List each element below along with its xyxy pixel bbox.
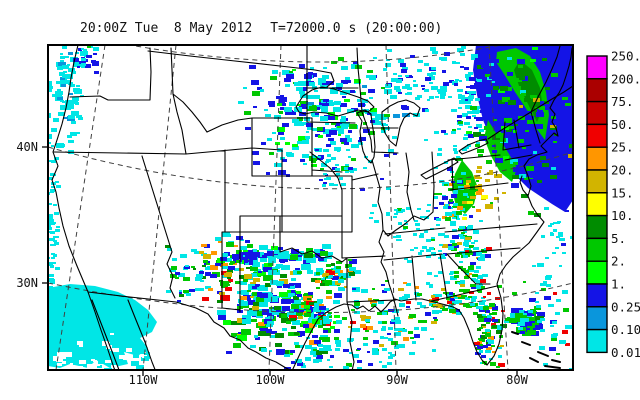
precip-cluster-pnw-border (73, 45, 99, 74)
lat-label-30n: 30N (16, 276, 38, 290)
islands-bahamas-cuba (511, 331, 561, 369)
st-lawrence-line (487, 45, 573, 140)
precip-cluster-baja-holes (48, 333, 165, 370)
lon-label-100w: 100W (256, 373, 286, 387)
legend-swatch-dgreen (586, 214, 608, 240)
parallel-50n (127, 45, 504, 63)
legend-swatch-cyan (586, 328, 608, 354)
precip-cluster-ontario-sparse (370, 47, 495, 117)
state-borders (53, 45, 541, 370)
legend-swatch-magenta (586, 55, 608, 80)
legend-swatch-orange (586, 146, 608, 171)
legend-label: 50. (611, 117, 634, 132)
legend-label: 10. (611, 208, 634, 223)
legend-label: 20. (611, 163, 634, 178)
canada-border-west (147, 50, 335, 88)
legend-swatch-blue (586, 283, 608, 308)
plot-title-datetime: 20:00Z Tue 8 May 2012 (80, 21, 253, 36)
lat-lon-graticule (48, 45, 573, 370)
legend-label: 0.10 (611, 322, 640, 337)
precip-cluster-ohio-valley-sparse (369, 187, 431, 252)
legend-swatch-dred (586, 78, 608, 103)
precip-cluster-la-gulf-coast (334, 280, 442, 354)
legend-swatch-gold (586, 169, 608, 194)
legend-swatch-red (586, 123, 608, 148)
precip-cluster-midatl-ocean (541, 207, 573, 267)
lon-label-90w: 90W (386, 373, 408, 387)
meridian-90w (385, 45, 397, 370)
precip-cluster-arklatex-cells (314, 251, 361, 292)
map-frame (47, 44, 574, 371)
legend-swatch-bgreen (586, 260, 608, 285)
legend-label: 250. (611, 49, 640, 64)
meridian-80w (488, 45, 509, 370)
pacific-coastline (51, 45, 116, 370)
precip-cluster-atlantic-sparse (512, 263, 573, 370)
precip-cluster-ca-coast-stripe (48, 145, 61, 323)
precip-patch-ne-dark-core (514, 60, 543, 122)
legend-label: 1. (611, 277, 626, 292)
legend-swatch-yellow (586, 192, 608, 217)
legend-label: 0.25 (611, 299, 640, 314)
parallel-40n (48, 146, 573, 190)
lon-label-110w: 110W (129, 373, 159, 387)
legend-label: 5. (611, 231, 626, 246)
precip-cluster-fl-panhandle (431, 288, 481, 315)
precip-cluster-appalachian-south (448, 220, 492, 308)
lake-ontario (458, 138, 489, 155)
precip-cluster-mid-sparse (282, 149, 389, 191)
legend-swatch-green (586, 237, 608, 262)
precip-cluster-sw-cells (165, 244, 212, 303)
lake-erie (420, 157, 459, 180)
legend-swatch-lblue (586, 306, 608, 331)
legend-label: 2. (611, 254, 626, 269)
lat-label-40n: 40N (16, 140, 38, 154)
legend-label: 0.01 (611, 345, 640, 360)
legend-label: 200. (611, 71, 640, 86)
mexico-border (87, 291, 292, 370)
parallel-30n (48, 282, 573, 313)
meridian-115w (55, 45, 106, 370)
plot-title-model-time: T=72000.0 s (20:00:00) (270, 21, 443, 36)
meridian-100w (268, 45, 282, 370)
geography-outlines (51, 45, 573, 370)
plot-title: 20:00Z Tue 8 May 2012 T=72000.0 s (20:00:… (80, 21, 442, 36)
legend-label: 25. (611, 140, 634, 155)
legend-swatch-red3 (586, 100, 608, 126)
baja-gulf-coastlines (91, 299, 156, 370)
precip-cluster-tx-coast-cluster (286, 290, 342, 355)
chesapeake-bay (519, 175, 529, 197)
meridian-110w (142, 45, 177, 370)
atlantic-coastline (486, 47, 573, 366)
lon-label-80w: 80W (506, 373, 528, 387)
legend-label: 75. (611, 94, 634, 109)
legend-label: 15. (611, 185, 634, 200)
lake-michigan (356, 109, 376, 164)
lake-huron (381, 99, 421, 147)
legend-colorbar: 250. 200. 75. 50. 25. 20. 15. 10. 5. 2. 1. 0.25 0.10… (586, 49, 640, 360)
